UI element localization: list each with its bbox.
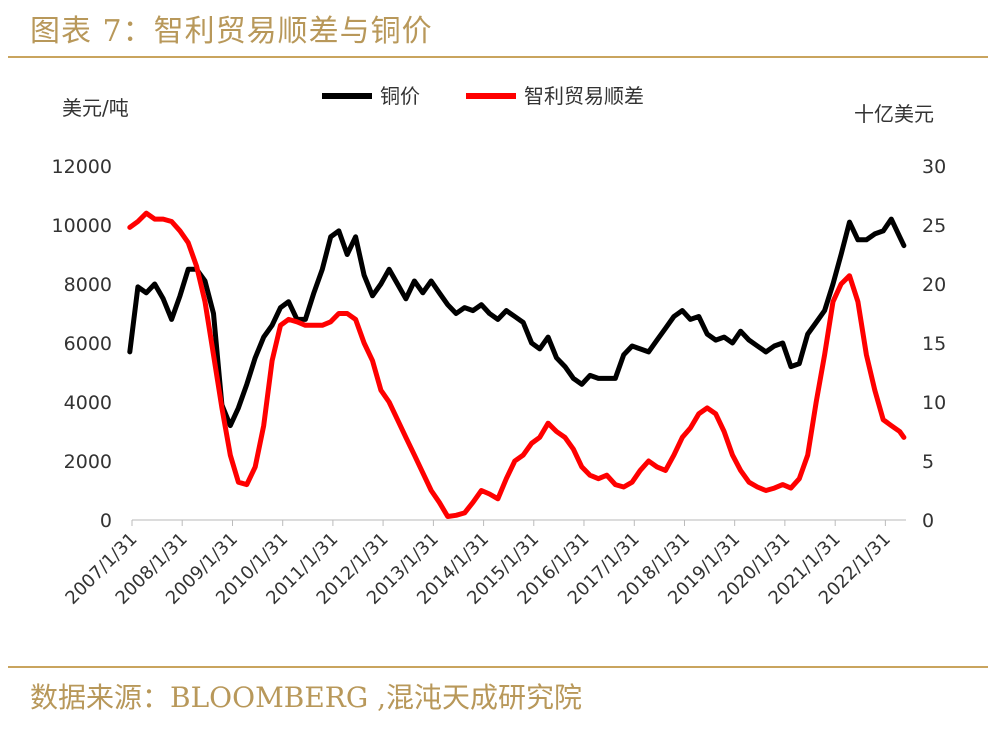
right-axis-ticks: 0 5 10 15 20 25 30 bbox=[922, 156, 946, 532]
left-tick-label: 4000 bbox=[64, 392, 112, 414]
source-note: 数据来源：BLOOMBERG ,混沌天成研究院 bbox=[30, 681, 583, 714]
right-axis-unit: 十亿美元 bbox=[854, 102, 934, 126]
right-tick-label: 20 bbox=[922, 274, 946, 296]
chart-canvas: 美元/吨 十亿美元 铜价 智利贸易顺差 02000400060008000100… bbox=[52, 84, 947, 609]
left-tick-label: 8000 bbox=[64, 274, 112, 296]
left-tick-label: 0 bbox=[100, 510, 112, 532]
right-tick-label: 25 bbox=[922, 215, 946, 237]
figure-title: 图表 7：智利贸易顺差与铜价 bbox=[30, 14, 433, 49]
right-tick-label: 0 bbox=[922, 510, 934, 532]
legend-label-surplus: 智利贸易顺差 bbox=[524, 84, 644, 108]
x-axis-ticks: 2007/1/312008/1/312009/1/312010/1/312011… bbox=[61, 520, 895, 609]
right-tick-label: 10 bbox=[922, 392, 946, 414]
left-tick-label: 12000 bbox=[52, 156, 112, 178]
left-axis-ticks: 0 2000 4000 6000 8000 10000 12000 bbox=[52, 156, 112, 532]
left-tick-label: 6000 bbox=[64, 333, 112, 355]
right-tick-label: 30 bbox=[922, 156, 946, 178]
left-tick-label: 2000 bbox=[64, 451, 112, 473]
left-axis-unit: 美元/吨 bbox=[62, 96, 129, 120]
legend: 铜价 智利贸易顺差 bbox=[322, 84, 644, 108]
right-tick-label: 15 bbox=[922, 333, 946, 355]
top-rule bbox=[8, 56, 988, 58]
copper-price-line bbox=[127, 216, 907, 429]
bottom-rule bbox=[8, 666, 988, 668]
right-tick-label: 5 bbox=[922, 451, 934, 473]
series-layer bbox=[127, 210, 907, 519]
legend-label-copper: 铜价 bbox=[380, 84, 420, 108]
left-tick-label: 10000 bbox=[52, 215, 112, 237]
trade-surplus-line bbox=[127, 210, 907, 519]
